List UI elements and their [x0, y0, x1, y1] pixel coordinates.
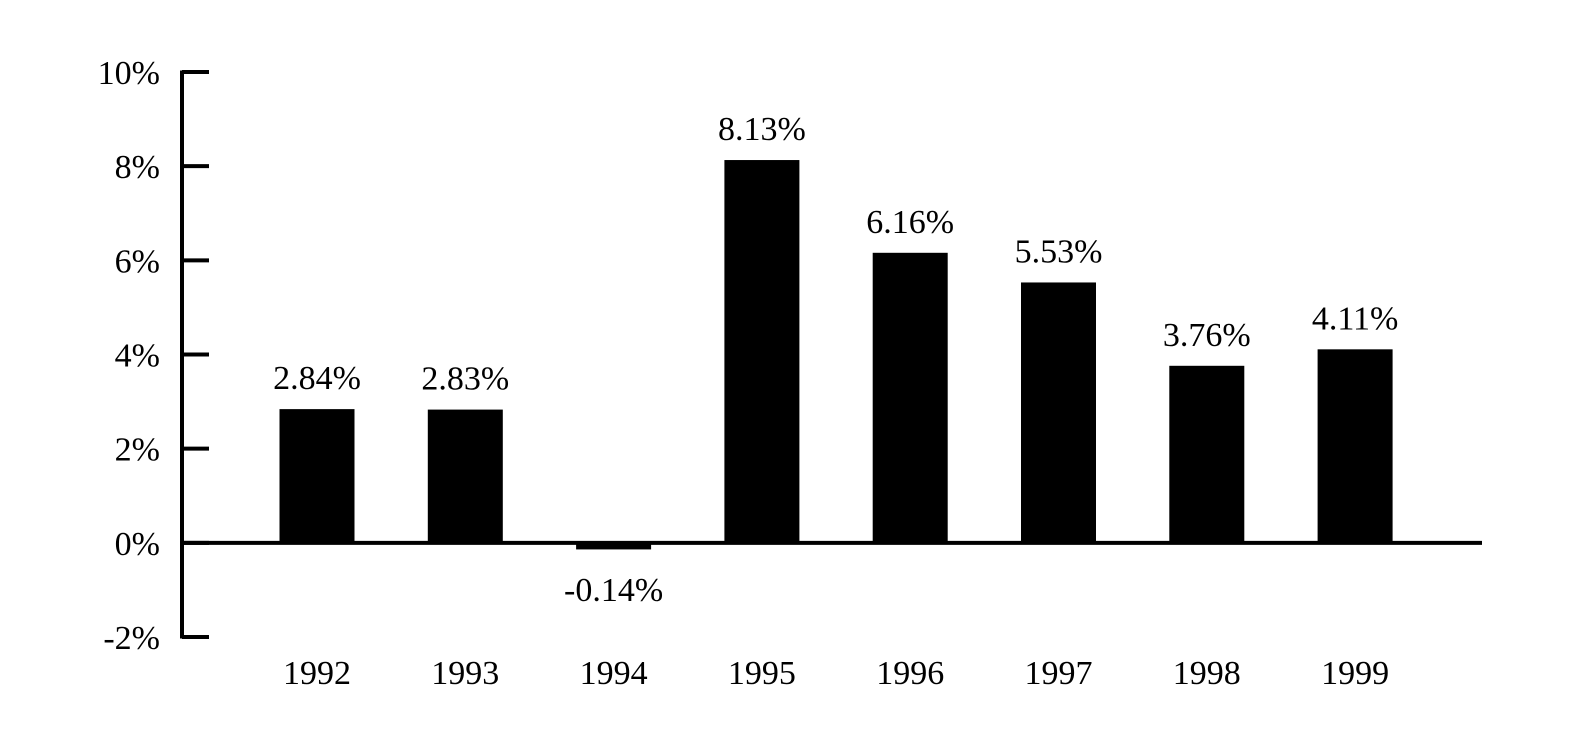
bar-1999 [1317, 349, 1393, 543]
data-label: 2.83% [421, 361, 509, 398]
data-label: 6.16% [866, 204, 954, 241]
x-tick-label: 1998 [1173, 655, 1241, 692]
x-tick-label: 1993 [431, 655, 499, 692]
y-tick-label: 10% [98, 55, 160, 92]
x-tick-label: 1996 [876, 655, 944, 692]
y-tick-label: 4% [115, 338, 160, 375]
y-tick-label: 2% [115, 432, 160, 469]
x-tick-label: 1995 [728, 655, 796, 692]
x-tick-label: 1992 [283, 655, 351, 692]
data-label: -0.14% [564, 572, 663, 609]
data-label: 2.84% [273, 360, 361, 397]
x-tick-label: 1999 [1321, 655, 1389, 692]
y-tick-label: -2% [103, 620, 160, 657]
data-label: 3.76% [1163, 317, 1251, 354]
bar-1993 [427, 409, 503, 543]
labels: 10% 8% 6% 4% 2% 0% -2% 1992 2.84% 1993 2.83% 1994 -0… [98, 55, 1399, 692]
y-tick-label: 6% [115, 243, 160, 280]
y-tick-label: 8% [115, 149, 160, 186]
data-label: 4.11% [1312, 300, 1399, 337]
axes [180, 70, 1482, 639]
x-tick-label: 1994 [580, 655, 648, 692]
bar-1997 [1021, 282, 1096, 543]
bars [279, 160, 1393, 550]
bar-1995 [724, 160, 800, 543]
bar-1994 [576, 542, 652, 550]
bar-1996 [872, 252, 948, 543]
bar-1992 [279, 409, 355, 543]
data-label: 5.53% [1015, 233, 1103, 270]
bar-1998 [1169, 365, 1245, 543]
y-tick-label: 0% [115, 526, 160, 563]
data-label: 8.13% [718, 111, 806, 148]
x-tick-label: 1997 [1025, 655, 1093, 692]
